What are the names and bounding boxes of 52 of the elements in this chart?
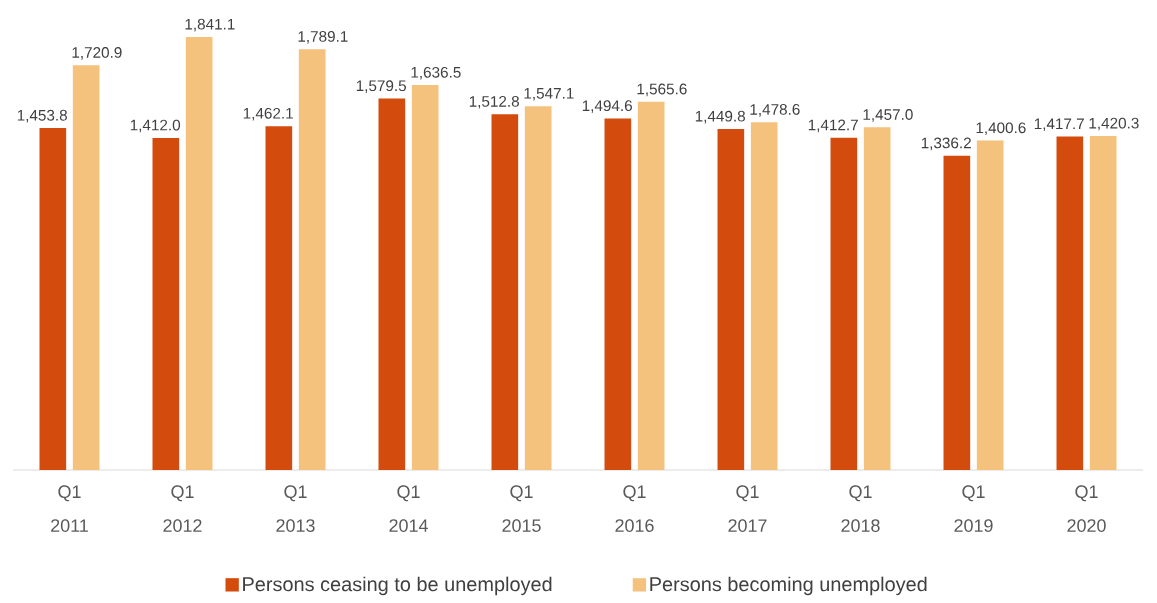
bar — [1089, 135, 1117, 470]
bar — [943, 155, 971, 470]
data-label: 1,565.6 — [637, 83, 687, 97]
x-tick-label: Q1 2016 — [615, 485, 654, 532]
data-label: 1,494.6 — [582, 100, 632, 113]
data-label: 1,412.7 — [808, 119, 858, 133]
x-tick-label: Q1 2015 — [502, 485, 541, 532]
bar — [265, 126, 293, 470]
data-label: 1,457.0 — [863, 109, 913, 122]
bar — [637, 101, 665, 470]
data-label: 1,449.8 — [695, 110, 745, 124]
bar — [717, 129, 745, 470]
bar — [185, 37, 213, 470]
x-tick-label: Q1 2011 — [51, 485, 88, 532]
data-label: 1,417.7 — [1034, 118, 1084, 131]
x-tick-label: Q1 2019 — [954, 485, 993, 532]
bar — [1056, 136, 1084, 470]
bar — [298, 49, 326, 470]
bar — [830, 137, 858, 470]
bar — [604, 118, 632, 470]
legend-label: Persons becoming unemployed — [650, 576, 927, 596]
bar — [39, 128, 67, 470]
data-label: 1,478.6 — [750, 104, 800, 117]
data-label: 1,336.2 — [921, 137, 971, 151]
data-label: 1,462.1 — [243, 107, 293, 121]
x-tick-label: Q1 2014 — [389, 485, 428, 532]
data-label: 1,400.6 — [976, 122, 1026, 135]
data-label: 1,412.0 — [130, 119, 181, 133]
bar — [976, 140, 1004, 470]
bar — [524, 106, 552, 470]
bar — [750, 122, 778, 470]
x-tick-label: Q1 2012 — [163, 485, 202, 532]
bar — [378, 98, 406, 470]
data-label: 1,720.9 — [72, 47, 122, 60]
x-tick-label: Q1 2020 — [1067, 485, 1106, 532]
bar — [491, 114, 519, 470]
data-label: 1,453.8 — [17, 109, 67, 123]
data-label: 1,420.3 — [1089, 117, 1139, 131]
x-tick-label: Q1 2013 — [276, 485, 315, 532]
bar — [72, 65, 100, 470]
x-tick-label: Q1 2017 — [728, 485, 767, 532]
data-label: 1,841.1 — [185, 18, 235, 32]
data-label: 1,547.1 — [524, 88, 574, 101]
data-label: 1,512.8 — [469, 95, 519, 109]
data-label: 1,636.5 — [411, 66, 461, 80]
legend-label: Persons ceasing to be unemployed — [243, 576, 552, 596]
bar — [863, 127, 891, 470]
data-label: 1,579.5 — [356, 80, 407, 93]
data-label: 1,789.1 — [298, 31, 348, 44]
x-tick-label: Q1 2018 — [841, 485, 880, 532]
bar — [152, 137, 180, 470]
bar — [411, 85, 439, 470]
